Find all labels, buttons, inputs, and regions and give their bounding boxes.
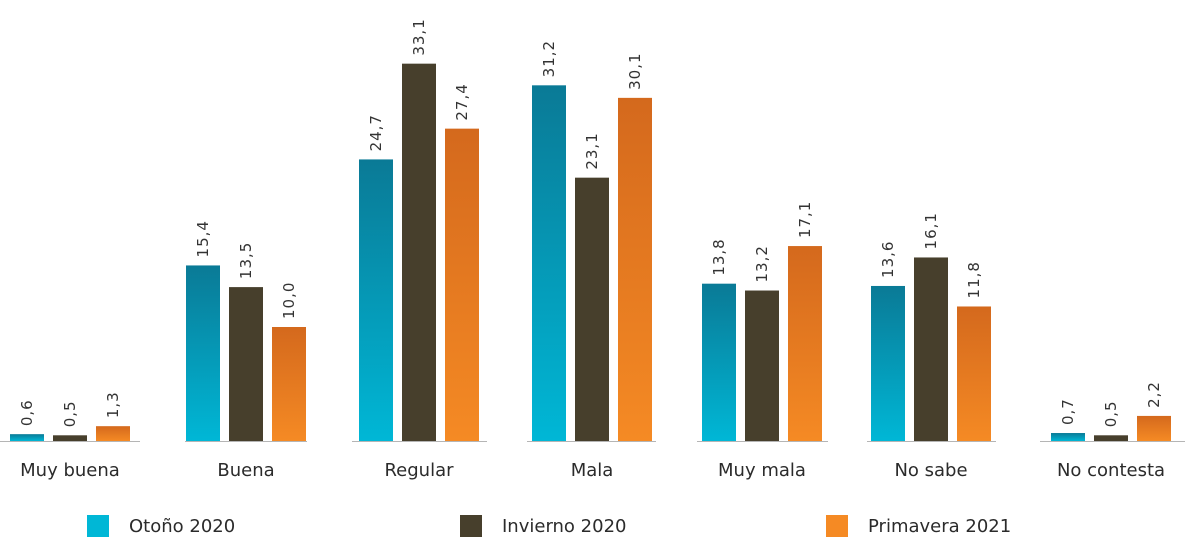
category-label: Buena: [217, 460, 274, 481]
data-label: 13,6: [879, 241, 897, 278]
category-label: No sabe: [894, 460, 967, 481]
bar: [618, 97, 652, 442]
legend: Otoño 2020 Invierno 2020 Primavera 2021: [87, 515, 1011, 537]
bar: [957, 306, 991, 441]
bar: [575, 177, 609, 441]
data-label: 24,7: [367, 114, 385, 151]
legend-swatch: [460, 515, 482, 537]
category-labels: Muy buena Buena Regular Mala Muy mala No sabe…: [20, 460, 1165, 481]
bar: [871, 285, 905, 441]
data-label: 33,1: [410, 18, 428, 55]
bar: [745, 290, 779, 441]
category-label: No contesta: [1057, 460, 1165, 481]
legend-label: Primavera 2021: [868, 516, 1011, 537]
data-label: 15,4: [194, 220, 212, 257]
data-label: 2,2: [1145, 381, 1163, 408]
bar: [1094, 435, 1128, 441]
data-label: 11,8: [965, 261, 983, 298]
bars: [10, 63, 1171, 442]
bar: [229, 287, 263, 441]
data-label: 23,1: [583, 132, 601, 169]
bar: [532, 85, 566, 441]
data-label: 17,1: [796, 201, 814, 238]
category-label: Muy buena: [20, 460, 120, 481]
data-label: 1,3: [104, 391, 122, 418]
category-label: Muy mala: [718, 460, 806, 481]
category-label: Mala: [571, 460, 614, 481]
data-label: 0,6: [18, 399, 36, 426]
data-label: 13,2: [753, 245, 771, 282]
bar: [96, 426, 130, 441]
bar: [186, 265, 220, 441]
data-label: 27,4: [453, 83, 471, 120]
legend-swatch: [826, 515, 848, 537]
bar: [702, 283, 736, 441]
bar: [359, 159, 393, 442]
legend-label: Otoño 2020: [129, 516, 235, 537]
bar: [402, 63, 436, 441]
data-label: 30,1: [626, 52, 644, 89]
bar: [788, 246, 822, 441]
bar: [10, 434, 44, 441]
bar: [445, 128, 479, 441]
data-label: 31,2: [540, 40, 558, 77]
data-label: 13,5: [237, 242, 255, 279]
bar: [1051, 433, 1085, 441]
data-label: 0,5: [61, 400, 79, 427]
data-label: 0,7: [1059, 398, 1077, 425]
data-label: 10,0: [280, 282, 298, 319]
data-label: 0,5: [1102, 400, 1120, 427]
data-label: 13,8: [710, 238, 728, 275]
data-label: 16,1: [922, 212, 940, 249]
bar: [1137, 415, 1171, 441]
legend-label: Invierno 2020: [502, 516, 626, 537]
legend-swatch: [87, 515, 109, 537]
bar: [53, 435, 87, 441]
data-labels: 0,6 0,5 1,3 15,4 13,5 10,0 24,7 33,1 27,4 31,2 23,…: [18, 18, 1163, 427]
category-label: Regular: [384, 460, 454, 481]
bar: [914, 257, 948, 441]
bar: [272, 327, 306, 441]
